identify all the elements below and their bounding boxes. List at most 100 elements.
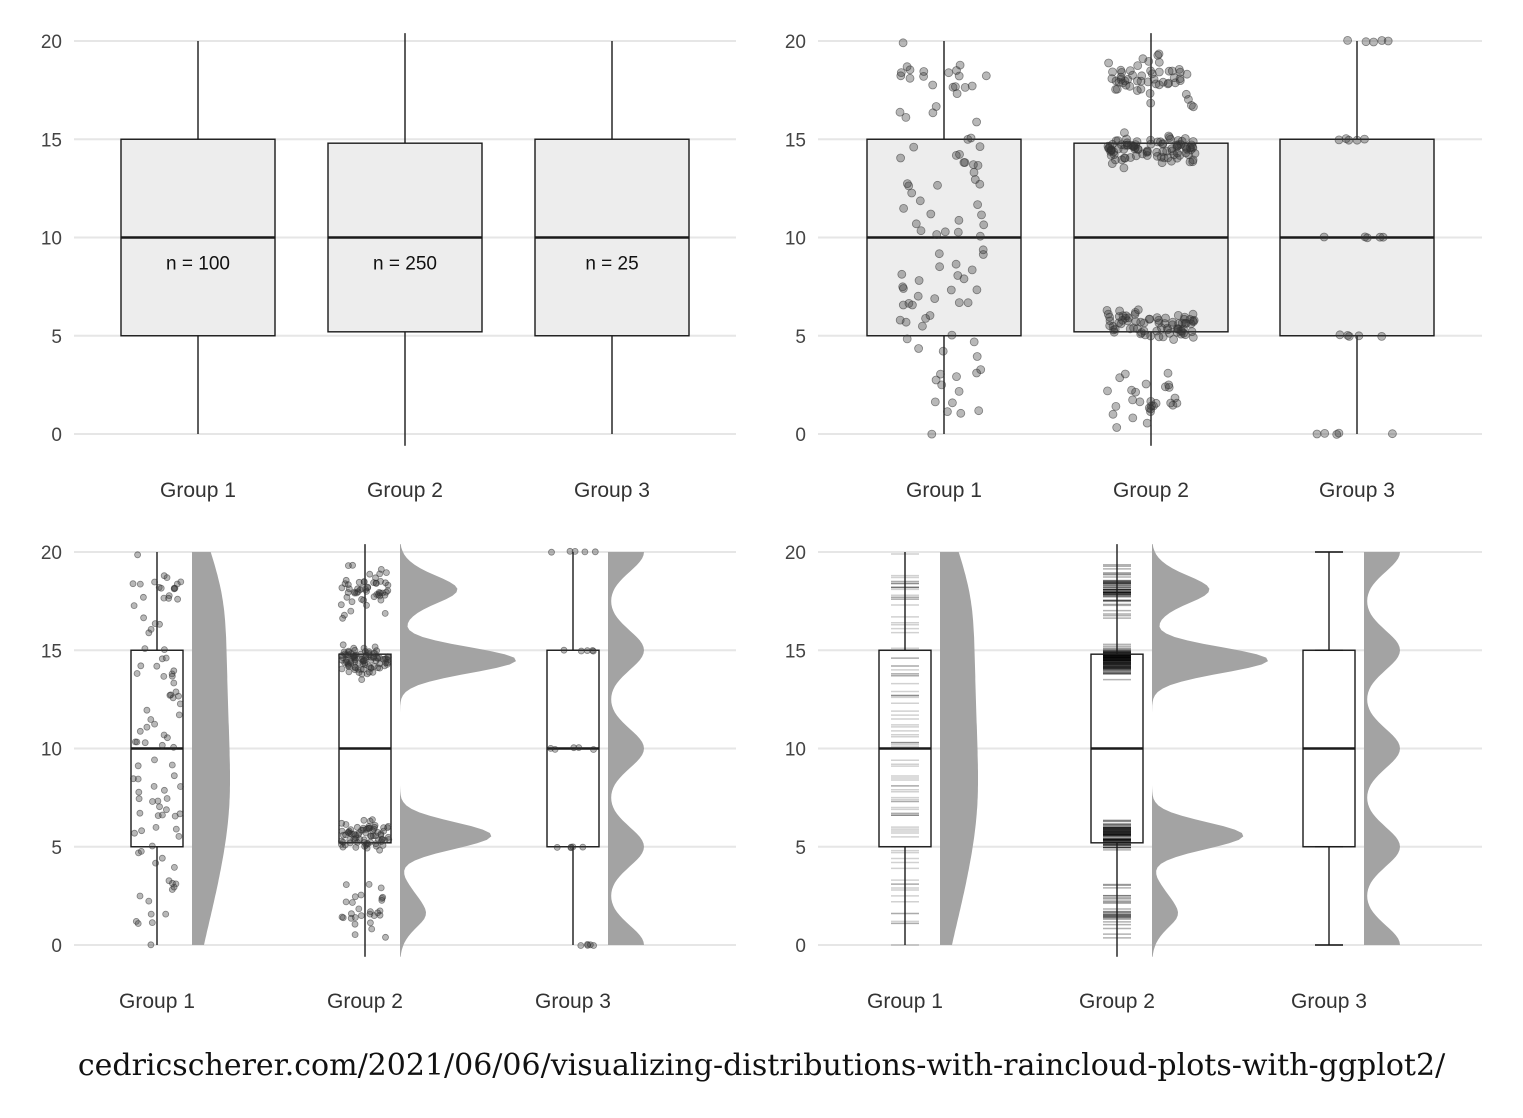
data-point (1128, 413, 1138, 423)
data-point (172, 880, 180, 888)
data-point (175, 833, 183, 840)
data-point (168, 672, 176, 680)
data-point (972, 352, 982, 361)
data-point (133, 670, 141, 677)
data-point (339, 914, 347, 922)
data-point (351, 893, 359, 901)
data-point (1146, 139, 1156, 149)
data-point (1112, 84, 1122, 94)
y-tick-label: 5 (51, 838, 62, 859)
data-point (347, 914, 355, 922)
data-point (151, 720, 159, 728)
data-point (168, 670, 176, 678)
data-point (934, 249, 944, 259)
data-point (1144, 314, 1154, 324)
data-point (1135, 397, 1145, 407)
data-point (1111, 155, 1120, 165)
x-tick-label: Group 2 (1113, 479, 1189, 502)
data-point (973, 200, 982, 210)
data-point (1182, 69, 1192, 79)
data-point (975, 231, 985, 241)
data-point (374, 664, 382, 672)
data-point (919, 72, 928, 81)
data-point (1164, 66, 1174, 76)
data-point (1120, 128, 1129, 138)
data-point (571, 548, 579, 555)
data-point (1181, 319, 1191, 328)
data-point (901, 317, 911, 327)
data-point (898, 300, 908, 310)
data-point (969, 337, 979, 347)
data-point (931, 375, 941, 385)
data-point (129, 775, 137, 783)
data-point (131, 738, 139, 746)
data-point (1176, 329, 1186, 339)
data-point (1158, 77, 1168, 87)
chart-panel-top-left: 0 5 10 15 20 Group 1 Group 2 Group 3 n = 100 n = … (41, 32, 736, 502)
data-point (901, 113, 911, 122)
x-tick-label: Group 3 (535, 990, 611, 1013)
x-tick-label: Group 2 (1079, 990, 1155, 1013)
data-point (951, 259, 961, 269)
data-point (375, 589, 383, 596)
data-point (378, 895, 386, 902)
density-half-violin (1152, 544, 1268, 957)
data-point (348, 598, 356, 606)
data-point (376, 911, 384, 919)
data-point (1143, 147, 1152, 157)
data-point (1334, 135, 1344, 145)
data-point (1163, 325, 1173, 335)
data-point (1146, 331, 1156, 341)
data-point (954, 215, 964, 225)
data-point (970, 175, 980, 184)
data-point (1118, 315, 1127, 325)
data-point (175, 711, 183, 719)
data-point (1121, 80, 1131, 90)
data-point (172, 825, 180, 833)
data-point (385, 836, 393, 843)
data-point (1167, 156, 1176, 166)
data-point (1125, 66, 1135, 75)
data-point (158, 741, 166, 749)
data-point (370, 663, 378, 670)
y-tick-label: 20 (785, 543, 806, 564)
data-point (956, 408, 966, 418)
raincloud-figure: 0 5 10 15 20 Group 1 Group 2 Group 3 n = 100 n = … (41, 32, 1482, 1013)
data-point (382, 569, 390, 576)
data-point (1169, 335, 1178, 344)
y-tick-label: 10 (41, 740, 62, 761)
y-tick-label: 0 (795, 425, 806, 446)
data-point (1186, 319, 1196, 329)
data-point (591, 548, 599, 556)
data-point (366, 908, 374, 915)
data-point (153, 662, 161, 670)
data-point (145, 629, 153, 637)
data-point (1369, 37, 1378, 47)
data-point (951, 150, 961, 160)
data-point (1158, 139, 1168, 149)
data-point (928, 80, 938, 90)
data-point (154, 812, 162, 819)
data-point (177, 783, 184, 790)
data-point (938, 346, 948, 356)
data-point (908, 300, 917, 310)
data-point (151, 620, 159, 627)
data-point (967, 81, 977, 91)
data-point (560, 646, 568, 654)
data-point (338, 665, 346, 673)
data-point (360, 578, 368, 585)
data-point (130, 602, 138, 609)
data-point (162, 806, 170, 814)
data-point (147, 910, 155, 918)
data-point (967, 265, 977, 275)
data-point (1142, 418, 1152, 428)
data-point (152, 824, 160, 831)
data-point (954, 71, 964, 81)
data-point (355, 669, 363, 676)
data-point (145, 897, 153, 905)
data-point (369, 668, 377, 676)
data-point (177, 578, 185, 586)
data-point (895, 107, 905, 117)
data-point (1188, 309, 1198, 319)
y-tick-label: 20 (41, 543, 62, 564)
